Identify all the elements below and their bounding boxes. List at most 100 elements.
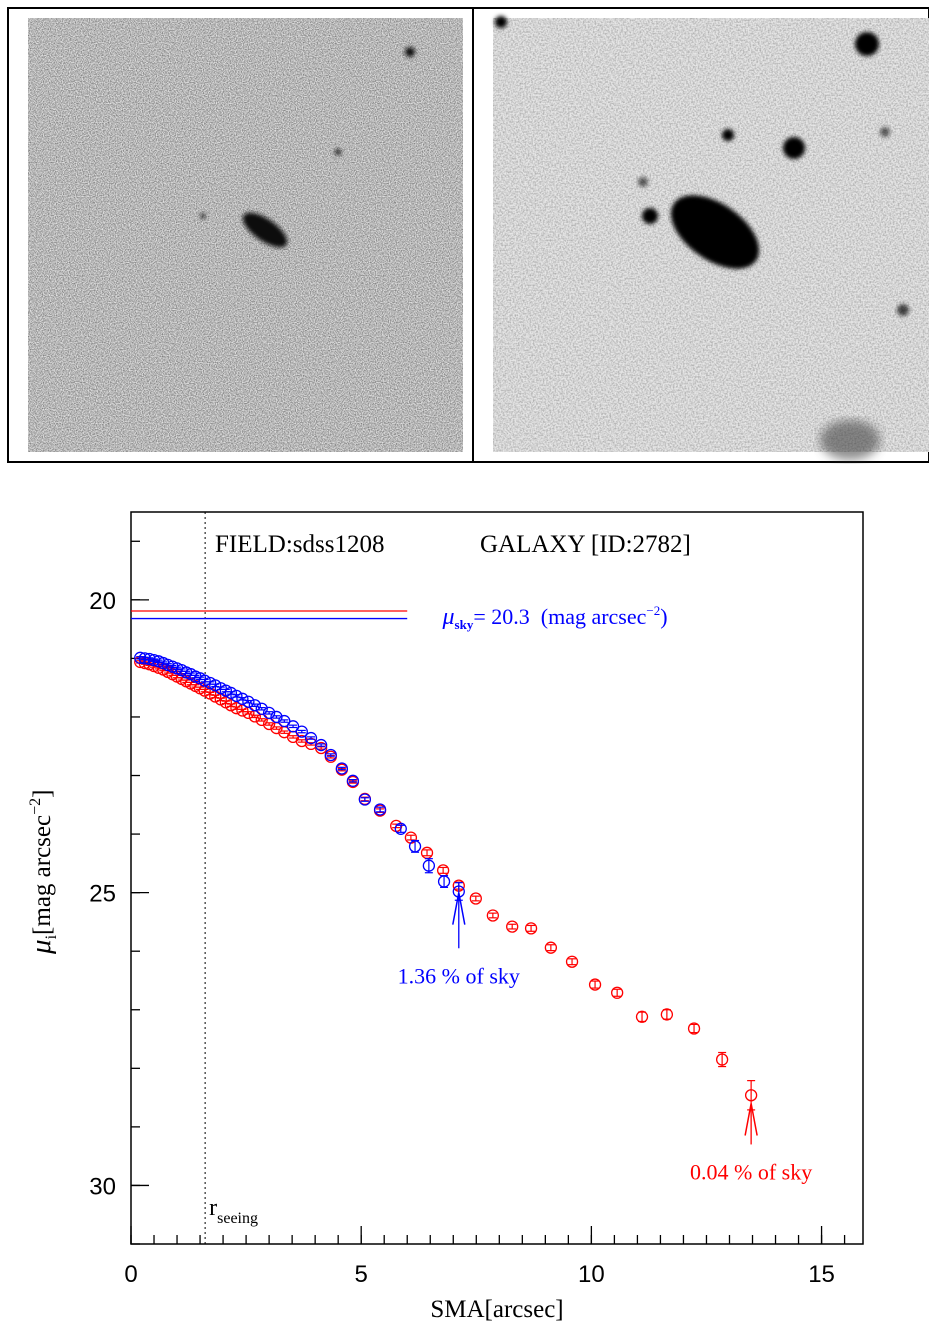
data-point (373, 803, 387, 816)
x-tick-label: 5 (355, 1261, 368, 1288)
error-bar (406, 834, 415, 841)
error-bar (613, 988, 622, 997)
data-point (611, 986, 624, 999)
data-point (588, 978, 602, 991)
data-point (236, 692, 249, 705)
data-point (660, 1008, 674, 1021)
error-bar (471, 895, 480, 902)
data-point (262, 706, 276, 720)
data-point (230, 702, 243, 715)
chart-title: FIELD:sdss1208 (215, 531, 384, 558)
data-point (408, 840, 422, 853)
error-bar (638, 1011, 647, 1023)
arrow-head (452, 892, 466, 925)
data-point (230, 689, 243, 703)
error-bar (250, 714, 259, 719)
data-point (242, 695, 255, 708)
chart-subtitle: GALAXY [ID:2782] (480, 531, 691, 558)
seeing-label: rseeing (209, 1195, 258, 1227)
data-point (394, 822, 407, 835)
error-bar (488, 912, 497, 919)
error-bar (326, 753, 335, 757)
y-axis-label: μi[mag arcsec−2] (25, 771, 60, 985)
data-point (198, 674, 211, 687)
y-label-text: [mag arcsec (29, 815, 56, 935)
error-bar (568, 958, 577, 966)
data-point (270, 710, 283, 724)
data-point (437, 875, 451, 888)
error-bar (289, 724, 298, 729)
sky-label: μsky= 20.3 (mag arcsec−2) (415, 603, 684, 632)
sky-label-symbol: μ (442, 604, 455, 630)
data-point (486, 909, 500, 922)
error-bar (250, 703, 259, 708)
data-point (565, 955, 579, 968)
error-bar (317, 746, 326, 750)
y-label-sup: −2 (27, 798, 44, 815)
seeing-label-r: r (209, 1195, 217, 1221)
data-point (304, 731, 318, 745)
y-tick-label: 30 (89, 1173, 116, 1200)
error-bar (307, 736, 316, 740)
data-point (255, 702, 268, 715)
error-bar (662, 1009, 671, 1020)
y-label-symbol: μ (25, 939, 57, 955)
error-bar (439, 866, 448, 874)
arrow-label: 1.36 % of sky (398, 963, 520, 988)
data-point (295, 725, 308, 738)
data-point (314, 738, 328, 752)
data-point (358, 793, 372, 806)
data-point (236, 704, 249, 717)
arrow-head (744, 1103, 758, 1136)
error-bar (317, 743, 326, 747)
y-tick-label: 25 (89, 881, 116, 908)
data-point (744, 1089, 758, 1102)
plot-frame (130, 511, 864, 1245)
sky-label-text: = 20.3 (mag arcsec (473, 604, 646, 629)
x-axis-label: SMA[arcsec] (430, 1296, 563, 1323)
data-point (422, 859, 436, 872)
data-point (286, 720, 300, 733)
data-point (295, 734, 308, 748)
data-point (715, 1053, 729, 1066)
error-bar (718, 1051, 727, 1068)
arrow-label: 0.04 % of sky (690, 1159, 812, 1184)
error-bar (348, 779, 357, 783)
x-tick-label: 0 (124, 1261, 137, 1288)
data-point (314, 741, 328, 755)
sky-label-sub: sky (455, 617, 474, 632)
error-bar (508, 923, 517, 930)
error-bar (424, 858, 433, 874)
error-bar (527, 924, 536, 932)
data-point (324, 748, 337, 762)
error-bar (289, 735, 298, 739)
error-bar (297, 739, 306, 743)
data-point (278, 714, 291, 728)
error-bar (360, 797, 369, 802)
error-bar (690, 1023, 699, 1034)
error-bar (591, 980, 600, 989)
x-tick-label: 15 (808, 1261, 835, 1288)
data-point (635, 1010, 649, 1023)
sky-label-sup: −2 (646, 603, 660, 618)
data-point (544, 941, 558, 954)
data-point (346, 774, 360, 787)
data-point (469, 892, 482, 905)
data-point (687, 1022, 701, 1035)
error-bar (280, 730, 289, 734)
x-tick-label: 10 (578, 1261, 605, 1288)
data-point (335, 762, 349, 775)
data-point (248, 699, 261, 712)
sky-label-close: ) (660, 604, 667, 629)
error-bar (280, 719, 289, 723)
data-point (506, 920, 519, 933)
y-label-sub: i (43, 934, 60, 939)
error-bar (376, 806, 385, 813)
image-panels (7, 7, 929, 463)
error-bar (423, 849, 432, 857)
y-label-close: ] (29, 790, 56, 798)
error-bar (546, 944, 555, 952)
seeing-label-sub: seeing (217, 1210, 258, 1227)
data-point (524, 922, 538, 935)
